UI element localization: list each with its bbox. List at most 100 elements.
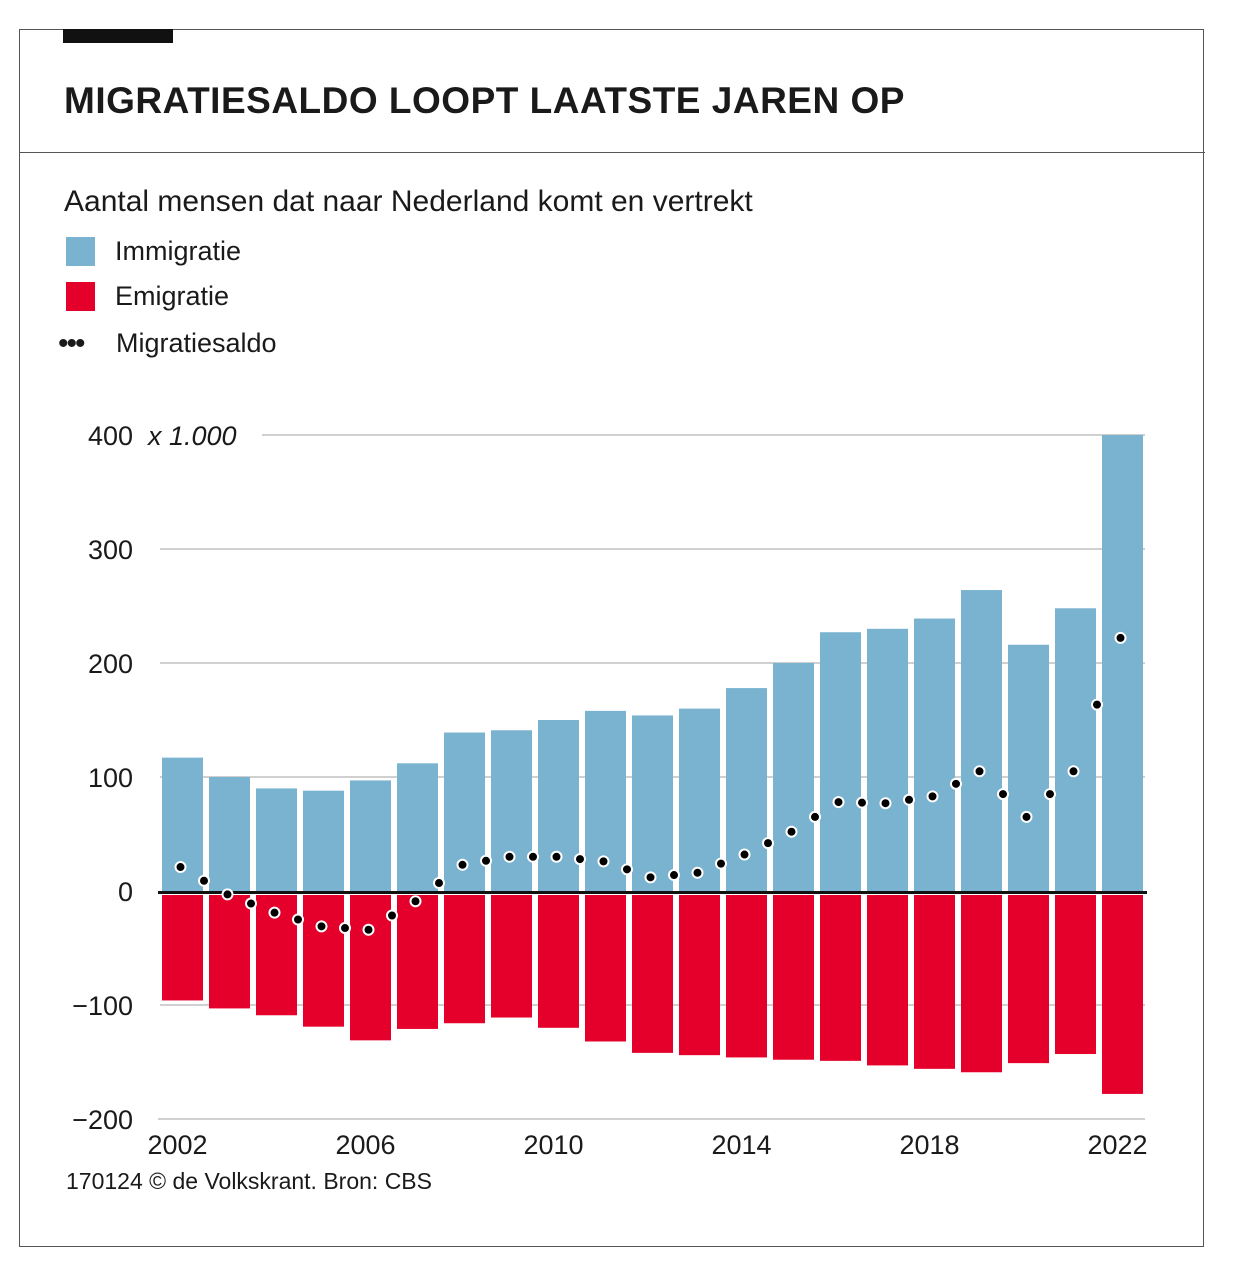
x-tick-label: 2018 (899, 1130, 959, 1160)
bar-emigratie (303, 895, 344, 1027)
bar-emigratie (585, 895, 626, 1042)
header-bar (63, 29, 173, 43)
saldo-dot (973, 765, 986, 778)
saldo-dot (339, 922, 351, 935)
bar-immigratie (256, 788, 297, 891)
saldo-dot (762, 837, 774, 850)
saldo-dot (268, 906, 281, 919)
legend-emigratie: Emigratie (66, 281, 229, 312)
legend-label: Immigratie (115, 236, 242, 266)
bar-immigratie (820, 632, 861, 891)
saldo-dot (409, 895, 422, 908)
saldo-dot (926, 790, 939, 803)
bar-immigratie (961, 590, 1002, 891)
bar-immigratie (632, 715, 673, 891)
saldo-dot (785, 825, 798, 838)
bar-immigratie (209, 777, 250, 891)
saldo-dot (1114, 631, 1127, 644)
y-tick-label: 0 (118, 877, 133, 907)
saldo-dot (550, 850, 563, 863)
legend-swatch (66, 237, 95, 266)
x-tick-label: 2014 (711, 1130, 771, 1160)
unit-label: x 1.000 (146, 421, 237, 451)
bar-immigratie (1102, 435, 1143, 891)
bar-immigratie (679, 708, 720, 891)
saldo-dot (245, 897, 257, 910)
bar-emigratie (1055, 895, 1096, 1055)
bar-immigratie (867, 628, 908, 891)
bar-emigratie (867, 895, 908, 1066)
bar-emigratie (162, 895, 203, 1001)
bar-emigratie (444, 895, 485, 1024)
saldo-dot (386, 909, 398, 922)
saldo-dot (715, 857, 727, 870)
bar-immigratie (1055, 608, 1096, 891)
chart-title: MIGRATIESALDO LOOPT LAATSTE JAREN OP (64, 80, 905, 121)
saldo-dot (738, 848, 751, 861)
saldo-dot (221, 888, 234, 901)
x-tick-label: 2022 (1087, 1130, 1147, 1160)
saldo-dot (362, 923, 375, 936)
saldo-dot (621, 863, 633, 876)
saldo-dot (668, 869, 680, 882)
bar-emigratie (350, 895, 391, 1041)
saldo-dot (315, 920, 328, 933)
saldo-dot (691, 866, 704, 879)
bar-emigratie (632, 895, 673, 1053)
chart-subtitle: Aantal mensen dat naar Nederland komt en… (64, 185, 753, 218)
saldo-dot (292, 913, 304, 926)
bar-emigratie (961, 895, 1002, 1073)
y-tick-label: −100 (72, 991, 133, 1021)
bar-emigratie (538, 895, 579, 1028)
y-tick-label: 200 (88, 649, 133, 679)
legend-saldo: ••• Migratiesaldo (58, 328, 277, 359)
x-tick-label: 2010 (523, 1130, 583, 1160)
saldo-dot (832, 796, 845, 809)
bar-emigratie (820, 895, 861, 1061)
y-tick-label: 100 (88, 763, 133, 793)
saldo-dot (856, 796, 868, 809)
x-tick-label: 2006 (335, 1130, 395, 1160)
bar-emigratie (1102, 895, 1143, 1094)
bar-immigratie (491, 730, 532, 891)
bar-immigratie (726, 688, 767, 891)
legend-label: Emigratie (115, 281, 230, 311)
y-tick-label: −200 (72, 1105, 133, 1135)
saldo-dot (174, 861, 187, 874)
saldo-dot (574, 853, 586, 866)
saldo-dot (1044, 788, 1056, 801)
saldo-dot (950, 777, 962, 790)
y-tick-label: 300 (88, 535, 133, 565)
bar-emigratie (491, 895, 532, 1018)
bar-emigratie (209, 895, 250, 1009)
legend-swatch (66, 282, 95, 311)
divider (19, 152, 1205, 153)
saldo-dot (433, 877, 445, 890)
bar-emigratie (773, 895, 814, 1060)
saldo-dot (644, 871, 657, 884)
bar-immigratie (350, 780, 391, 891)
saldo-dot (997, 788, 1009, 801)
saldo-dot (1020, 810, 1033, 823)
bar-immigratie (914, 618, 955, 891)
saldo-dot (503, 850, 516, 863)
saldo-dot (198, 874, 210, 887)
saldo-dot (903, 793, 915, 806)
bar-immigratie (773, 663, 814, 891)
bar-immigratie (538, 720, 579, 891)
chart-frame (19, 29, 1204, 1247)
bar-immigratie (303, 790, 344, 891)
bar-immigratie (1008, 644, 1049, 891)
x-tick-label: 2002 (147, 1130, 207, 1160)
saldo-dot (879, 797, 892, 810)
saldo-dot (527, 850, 539, 863)
bar-emigratie (397, 895, 438, 1029)
bar-emigratie (726, 895, 767, 1058)
saldo-dot (480, 854, 492, 867)
bar-immigratie (397, 763, 438, 891)
y-tick-label: 400 (88, 421, 133, 451)
legend-immigratie: Immigratie (66, 236, 241, 267)
saldo-dot (597, 855, 610, 868)
saldo-dot (456, 858, 469, 871)
